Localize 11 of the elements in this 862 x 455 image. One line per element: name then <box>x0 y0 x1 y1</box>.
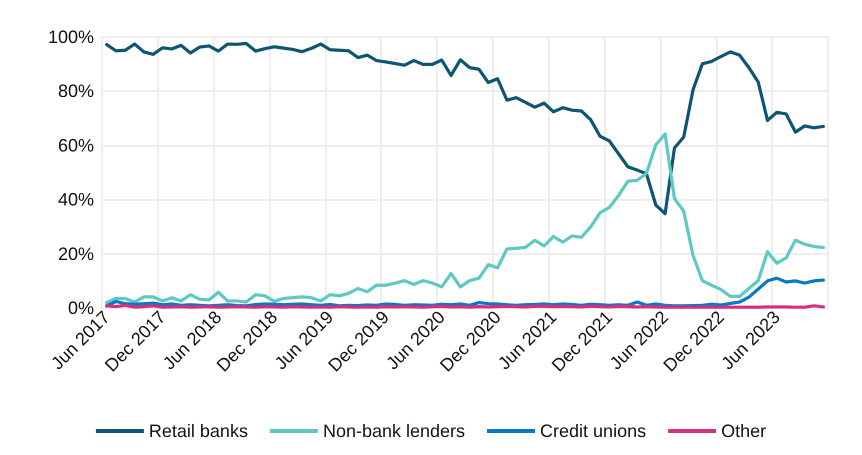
line-series <box>105 132 825 304</box>
y-tick-label: 80% <box>58 81 94 102</box>
y-tick-label: 60% <box>58 135 94 156</box>
legend-label: Retail banks <box>148 421 248 441</box>
y-tick-label: 20% <box>58 244 94 264</box>
line-series <box>105 42 825 216</box>
y-tick-label: 40% <box>58 190 94 210</box>
legend-label: Non-bank lenders <box>322 421 466 441</box>
legend-label: Credit unions <box>540 421 646 441</box>
legend-label: Other <box>721 421 766 441</box>
y-tick-label: 100% <box>48 27 94 47</box>
